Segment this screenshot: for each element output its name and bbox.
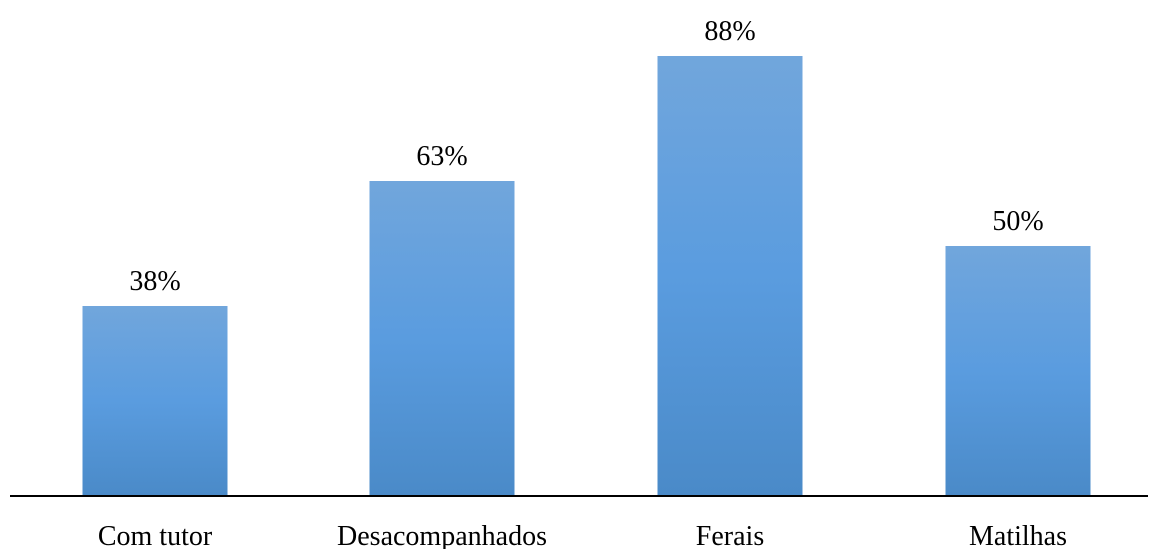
bar-matilhas bbox=[945, 246, 1091, 496]
x-tick-label-ferais: Ferais bbox=[696, 521, 764, 549]
x-tick-labels-group: Com tutor Desacompanhados Ferais Matilhas bbox=[98, 521, 1067, 549]
bar-com-tutor bbox=[82, 306, 228, 496]
value-label-matilhas: 50% bbox=[992, 206, 1043, 237]
value-label-desacompanhados: 63% bbox=[416, 141, 467, 172]
x-tick-label-desacompanhados: Desacompanhados bbox=[337, 521, 547, 549]
value-label-com-tutor: 38% bbox=[129, 266, 180, 297]
bars-group bbox=[82, 56, 1091, 496]
bar-desacompanhados bbox=[369, 181, 515, 496]
bar-ferais bbox=[657, 56, 803, 496]
x-tick-label-com-tutor: Com tutor bbox=[98, 521, 213, 549]
x-tick-label-matilhas: Matilhas bbox=[969, 521, 1067, 549]
value-labels-group: 38% 63% 88% 50% bbox=[129, 16, 1043, 297]
value-label-ferais: 88% bbox=[704, 16, 755, 47]
